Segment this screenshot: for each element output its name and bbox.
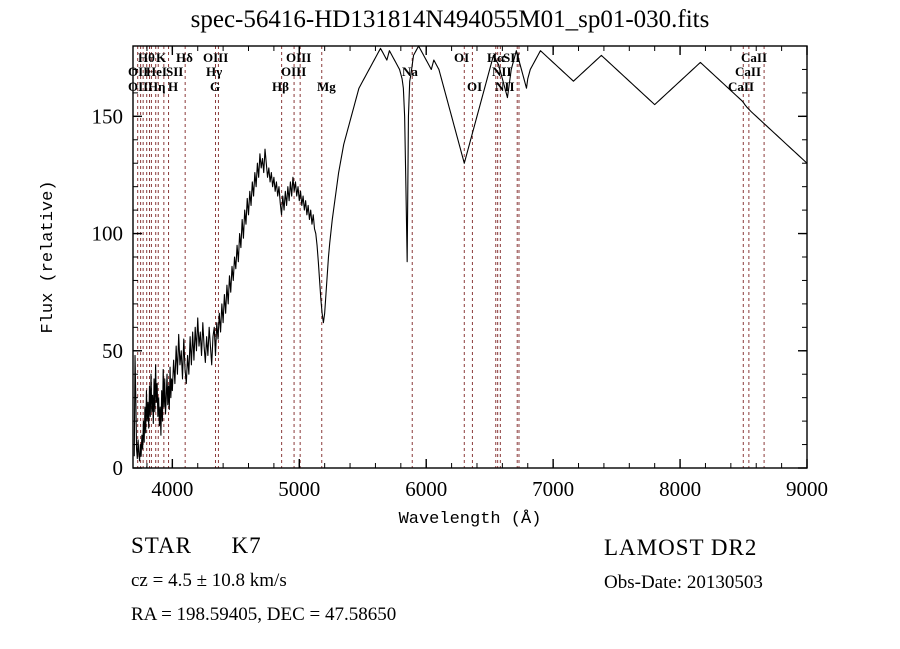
spectral-line-label: Hη bbox=[148, 79, 166, 94]
spectral-line-label: OIII bbox=[281, 64, 306, 79]
spectral-line-label: Hδ bbox=[176, 50, 193, 65]
x-axis-title: Wavelength (Å) bbox=[399, 510, 542, 529]
spectral-line-label: CaII bbox=[735, 64, 761, 79]
spectral-line-label: OIII bbox=[203, 50, 228, 65]
spectral-line-label: HeI bbox=[146, 64, 167, 79]
spectral-line-label: CaII bbox=[728, 79, 754, 94]
spectral-line-label: H bbox=[168, 79, 178, 94]
spectral-line-label: NII bbox=[495, 79, 515, 94]
spectral-line-label: Hγ bbox=[206, 64, 222, 79]
x-tick-label: 8000 bbox=[659, 477, 701, 501]
x-tick-label: 5000 bbox=[278, 477, 320, 501]
spectral-line-label: SII bbox=[503, 50, 520, 65]
spectral-line-label: Mg bbox=[317, 79, 336, 94]
spectral-line-label: OI bbox=[454, 50, 469, 65]
spectral-line-label: SII bbox=[166, 64, 183, 79]
spectrum-trace bbox=[133, 45, 808, 462]
y-tick-label: 150 bbox=[92, 104, 124, 128]
x-tick-label: 4000 bbox=[151, 477, 193, 501]
x-tick-label: 7000 bbox=[532, 477, 574, 501]
survey-name-text: LAMOST DR2 bbox=[604, 535, 758, 560]
spectral-line-label: Hβ bbox=[272, 79, 289, 94]
spectral-line-label: Na bbox=[402, 64, 418, 79]
object-class: STAR bbox=[131, 533, 192, 558]
page-title: spec-56416-HD131814N494055M01_sp01-030.f… bbox=[190, 6, 710, 33]
observation-date-text: Obs-Date: 20130503 bbox=[604, 572, 763, 593]
spectral-line-label: OII bbox=[128, 79, 148, 94]
y-axis-title: Flux (relative) bbox=[39, 180, 58, 333]
spectral-line-label: Hα bbox=[487, 50, 505, 65]
spectral-line-label: OI bbox=[467, 79, 482, 94]
object-subclass: K7 bbox=[231, 533, 262, 558]
object-class-text: STAR K7 bbox=[131, 533, 262, 559]
spectral-line-label: CaII bbox=[741, 50, 767, 65]
x-tick-label: 9000 bbox=[786, 477, 828, 501]
spectral-line-label: K bbox=[156, 50, 167, 65]
spectral-line-label: OIII bbox=[286, 50, 311, 65]
x-tick-label: 6000 bbox=[405, 477, 447, 501]
y-tick-label: 50 bbox=[102, 339, 123, 363]
coordinates-text: RA = 198.59405, DEC = 47.58650 bbox=[131, 604, 397, 625]
spectral-line-label: G bbox=[210, 79, 220, 94]
redshift-velocity-text: cz = 4.5 ± 10.8 km/s bbox=[131, 570, 287, 591]
y-tick-label: 100 bbox=[92, 222, 124, 246]
spectral-line-label: OII bbox=[128, 64, 148, 79]
spectral-line-label: Hθ bbox=[138, 50, 155, 65]
spectral-line-label: NII bbox=[492, 64, 512, 79]
y-tick-label: 0 bbox=[113, 456, 124, 480]
